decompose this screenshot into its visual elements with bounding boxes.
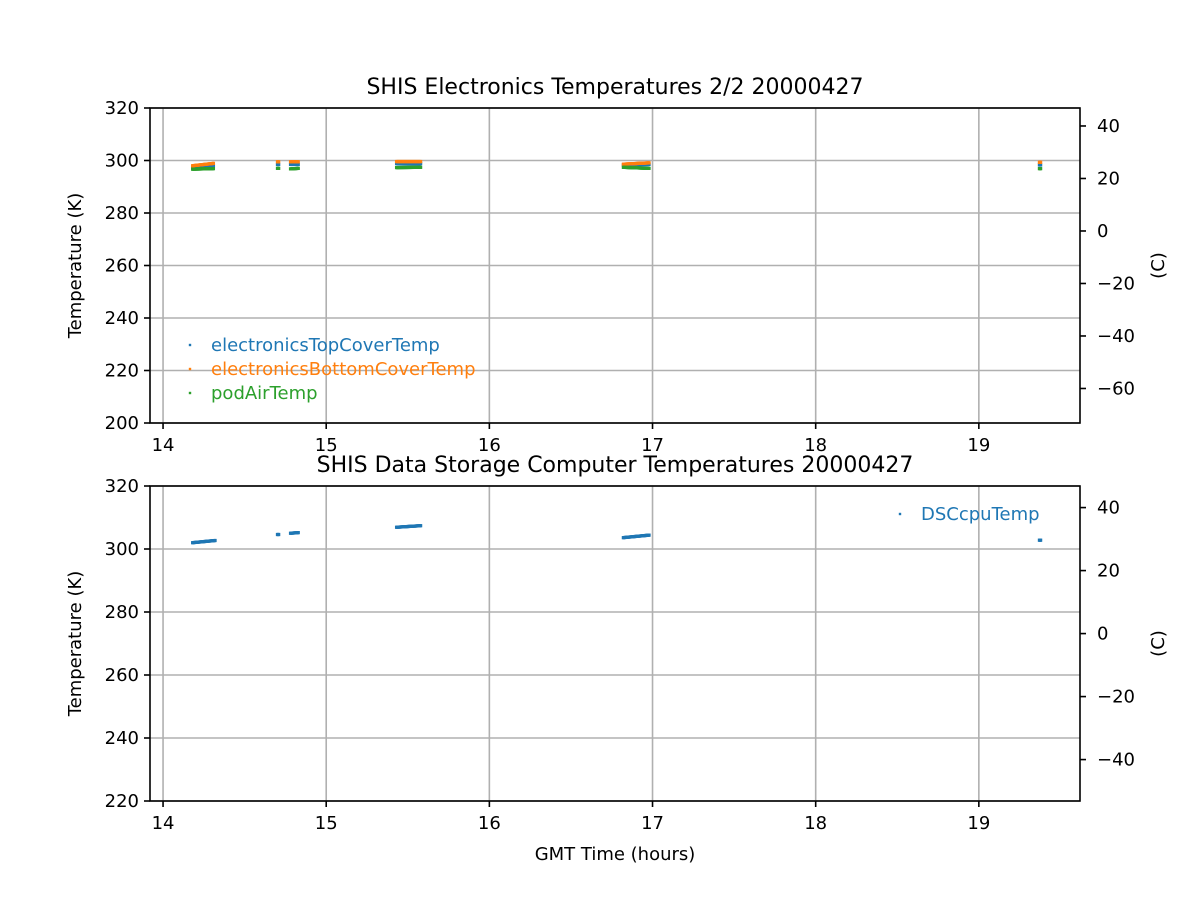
data-point [297, 166, 300, 170]
y-tick-label: 300 [105, 539, 139, 560]
legend-label: DSCcpuTemp [921, 504, 1040, 525]
legend-label: podAirTemp [211, 383, 318, 404]
y2-tick-label: 40 [1097, 498, 1120, 519]
y-axis-label: Temperature (K) [65, 193, 86, 340]
y2-tick-label: −40 [1097, 750, 1135, 771]
y-tick-label: 280 [105, 602, 139, 623]
chart-title: SHIS Electronics Temperatures 2/2 200004… [366, 75, 863, 100]
x-tick-label: 14 [152, 435, 175, 456]
x-tick-label: 15 [315, 813, 338, 834]
y-tick-label: 240 [105, 728, 139, 749]
data-point [212, 167, 216, 171]
y-tick-label: 300 [105, 151, 139, 172]
data-point [647, 533, 651, 537]
y2-tick-label: 20 [1097, 168, 1120, 189]
legend: DSCcpuTemp [898, 504, 1040, 525]
data-point [297, 531, 300, 535]
y2-tick-label: 0 [1097, 221, 1108, 242]
data-point [277, 166, 281, 170]
plot-frame [149, 485, 1081, 802]
legend-marker [188, 343, 192, 347]
data-point [647, 161, 651, 165]
x-tick-label: 18 [804, 435, 827, 456]
legend-marker [898, 512, 902, 516]
chart-panel-1: 14 15 16 17 18 1920022024026028030032040200−2… [65, 75, 1169, 456]
data-point [277, 160, 281, 164]
x-tick-label: 16 [478, 435, 501, 456]
y-tick-label: 200 [105, 413, 139, 434]
x-tick-label: 19 [967, 813, 990, 834]
data-point [277, 162, 281, 167]
y-tick-label: 260 [105, 256, 139, 277]
y-tick-label: 320 [105, 98, 139, 119]
y2-tick-label: −20 [1097, 273, 1135, 294]
chart-panel-2: 14 15 16 17 18 19 220 240 260 280 300 320 40 20 0 −20 −4… [65, 453, 1169, 865]
x-tick-label: 14 [152, 813, 175, 834]
x-tick-label: 17 [641, 813, 664, 834]
data-point [213, 538, 217, 543]
y-tick-label: 220 [105, 361, 139, 382]
y-tick-label: 240 [105, 308, 139, 329]
legend: electronicsTopCoverTemp electronicsBottom… [188, 335, 476, 404]
x-tick-label: 19 [967, 435, 990, 456]
x-tick-label: 15 [315, 435, 338, 456]
chart-title: SHIS Data Storage Computer Temperatures … [317, 453, 914, 478]
x-tick-label: 18 [804, 813, 827, 834]
x-tick-label: 16 [478, 813, 501, 834]
data-point [1039, 167, 1043, 171]
x-tick-label: 17 [641, 435, 664, 456]
data-point [212, 164, 216, 168]
y-tick-label: 220 [105, 791, 139, 812]
data-point [297, 160, 300, 164]
legend-marker [188, 391, 192, 395]
x-axis-label: GMT Time (hours) [535, 844, 696, 865]
legend-label: electronicsTopCoverTemp [211, 335, 440, 356]
data-point [1039, 163, 1043, 167]
y-tick-label: 320 [105, 476, 139, 497]
legend-marker [188, 367, 192, 371]
y2-tick-label: 40 [1097, 116, 1120, 137]
y2-tick-label: 0 [1097, 624, 1108, 645]
y2-tick-label: −40 [1097, 326, 1135, 347]
y2-tick-label: −20 [1097, 687, 1135, 708]
y-axis-label: Temperature (K) [65, 571, 86, 718]
data-point [419, 524, 423, 528]
y-tick-label: 260 [105, 665, 139, 686]
data-point [419, 162, 423, 166]
data-point [212, 161, 216, 165]
data-point [419, 159, 423, 164]
data-point [1039, 160, 1043, 164]
y-tick-label: 280 [105, 203, 139, 224]
y2-axis-label: (C) [1148, 252, 1169, 279]
data-point [277, 532, 281, 537]
data-point [419, 165, 423, 169]
y2-tick-label: −60 [1097, 378, 1135, 399]
legend-label: electronicsBottomCoverTemp [211, 359, 476, 380]
y2-tick-label: 20 [1097, 561, 1120, 582]
data-point [647, 166, 651, 170]
y2-axis-label: (C) [1148, 630, 1169, 657]
data-point [1039, 538, 1043, 542]
data-point [297, 162, 300, 167]
